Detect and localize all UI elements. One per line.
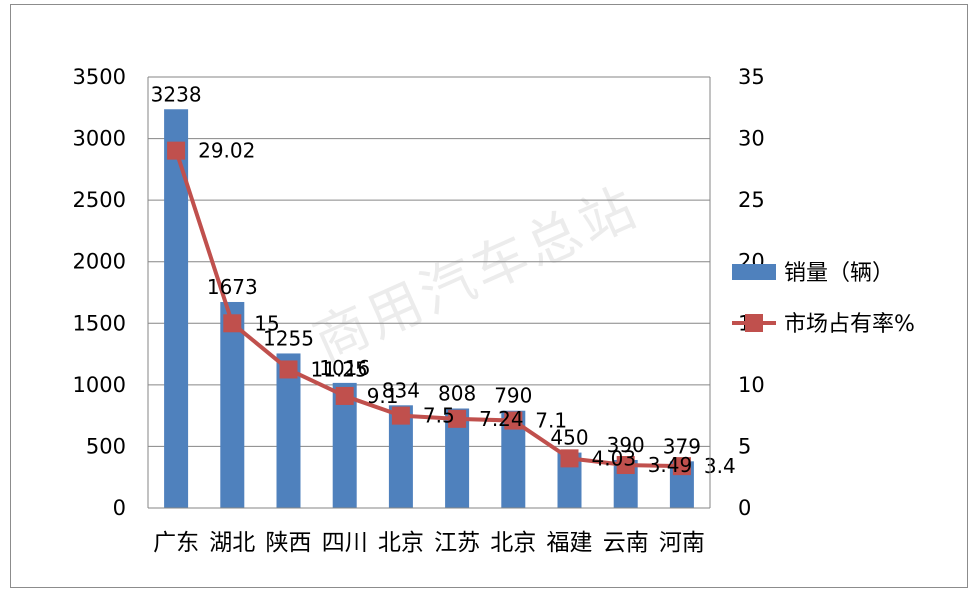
x-tick-label: 北京 [378,530,424,556]
line-data-label: 29.02 [198,139,255,163]
y-left-tick-label: 0 [113,496,126,520]
bar-data-label: 3238 [151,82,202,106]
line-data-label: 11.25 [311,357,368,381]
x-tick-label: 四川 [322,530,368,556]
bar-data-label: 808 [438,382,476,406]
y-right-tick-label: 5 [738,434,751,458]
y-left-tick-label: 1500 [73,311,126,335]
line-path [174,150,682,469]
y-right-tick-label: 25 [738,188,765,212]
line-marker-1 [223,314,242,333]
x-tick-label: 河南 [659,530,705,556]
x-tick-label: 广东 [153,530,199,556]
bar-2 [276,353,301,508]
y-left-tick-label: 500 [86,434,126,458]
bar-data-label: 790 [494,384,532,408]
bar-data-label: 379 [663,434,701,458]
legend: 销量（辆） 市场占有率% [732,261,915,337]
bar-data-label: 1673 [207,275,258,299]
line-data-label: 7.1 [535,409,567,433]
line-marker-6 [504,411,523,430]
line-marker-9 [672,457,691,476]
y-left-tick-label: 3500 [73,65,126,89]
x-tick-label: 北京 [490,530,536,556]
x-tick-label: 湖北 [209,530,255,556]
line-marker-3 [335,386,354,405]
line-marker-4 [391,406,410,425]
x-tick-label: 江苏 [434,530,480,556]
bar-data-label: 390 [607,433,645,457]
y-left-tick-label: 2500 [73,188,126,212]
y-left-tick-label: 3000 [73,127,126,151]
legend-line-marker [745,314,763,332]
bar-data-label: 450 [550,426,588,450]
legend-bar-swatch [732,264,776,280]
bar-data-label: 1255 [263,326,314,350]
legend-line-label: 市场占有率% [784,312,915,337]
line-data-label: 15 [254,311,279,335]
y-right-tick-label: 30 [738,127,765,151]
line-marker-2 [279,360,298,379]
bar-0 [164,109,189,508]
line-series [167,141,691,476]
line-marker-7 [560,449,579,468]
line-marker-0 [167,141,186,160]
y-left-tick-label: 1000 [73,373,126,397]
line-data-label: 7.24 [479,407,524,431]
x-tick-label: 福建 [547,530,593,556]
legend-bar-label: 销量（辆） [784,261,894,286]
line-data-label: 3.4 [704,454,736,478]
line-data-label: 3.49 [648,453,693,477]
y-left-tick-label: 2000 [73,250,126,274]
y-right-tick-label: 10 [738,373,765,397]
line-marker-8 [616,456,635,475]
line-data-label: 9.1 [367,384,399,408]
line-marker-5 [448,409,467,428]
line-data-label: 7.5 [423,404,455,428]
x-tick-label: 云南 [603,530,649,556]
y-right-tick-label: 35 [738,65,765,89]
bar-data-label: 1016 [319,356,370,380]
y-right-tick-label: 0 [738,496,751,520]
bar-1 [220,301,245,508]
x-tick-label: 陕西 [266,530,312,556]
line-data-label: 4.03 [592,446,637,470]
bar-data-label: 834 [382,378,420,402]
